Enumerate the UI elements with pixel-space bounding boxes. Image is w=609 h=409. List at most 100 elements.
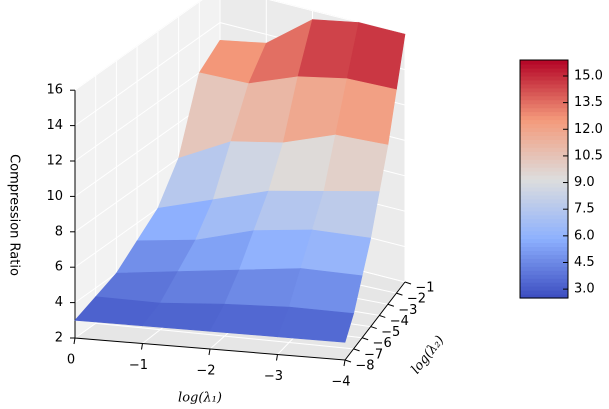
grid-line xyxy=(95,75,354,350)
y-axis-label: log(λ₂) xyxy=(409,333,448,377)
colorbar-segment xyxy=(520,182,568,188)
colorbar-segment xyxy=(520,60,568,65)
colorbar-segment xyxy=(520,91,568,97)
axis-line xyxy=(74,90,406,361)
colorbar-segment xyxy=(520,254,568,259)
x-tick-label: −2 xyxy=(196,364,215,379)
colorbar-segment xyxy=(520,99,568,105)
grid-line xyxy=(74,0,406,91)
y-tick-label: −4 xyxy=(390,314,409,329)
colorbar-segment xyxy=(520,258,568,263)
colorbar-segment xyxy=(520,274,568,279)
colorbar-segment xyxy=(520,226,568,232)
y-tick xyxy=(387,303,395,307)
colorbar-segment xyxy=(520,214,568,220)
colorbar-segment xyxy=(520,242,568,248)
x-tick-label: −1 xyxy=(129,358,148,373)
colorbar-segment xyxy=(520,266,568,271)
colorbar-segment xyxy=(520,290,568,295)
colorbar-segment xyxy=(520,286,568,291)
colorbar-segment xyxy=(520,131,568,136)
colorbar-frame xyxy=(519,59,569,299)
colorbar-segment xyxy=(520,147,568,152)
y-tick xyxy=(370,326,377,330)
colorbar-segment xyxy=(520,222,568,228)
x-tick-label: −3 xyxy=(264,369,283,384)
colorbar-segment xyxy=(520,151,568,156)
surface-face xyxy=(288,268,363,314)
colorbar-segment xyxy=(520,63,568,69)
colorbar-segment xyxy=(520,135,568,140)
y-tick-label: −1 xyxy=(415,281,434,296)
colorbar-segment xyxy=(520,198,568,204)
x-tick xyxy=(276,354,278,361)
z-tick-label: 6 xyxy=(55,260,63,275)
y-tick-label: −3 xyxy=(398,303,417,318)
colorbar-tick-label: 12.0 xyxy=(574,122,603,137)
surface-face xyxy=(300,229,372,277)
z-tick-label: 12 xyxy=(46,154,63,169)
colorbar-segment xyxy=(520,95,568,101)
colorbar-segment xyxy=(520,179,568,184)
colorbar-segment xyxy=(520,139,568,144)
surface-face xyxy=(323,134,389,192)
colorbar-segment xyxy=(520,190,568,196)
z-tick-label: 14 xyxy=(46,118,63,133)
colorbar-tick-label: 3.0 xyxy=(574,282,595,297)
y-tick-label: −2 xyxy=(407,292,426,307)
x-axis-label: log(λ₁) xyxy=(178,391,222,406)
x-tick xyxy=(208,348,211,356)
colorbar-segment xyxy=(520,127,568,132)
x-tick xyxy=(343,359,346,367)
colorbar-tick-label: 6.0 xyxy=(574,228,595,243)
y-tick-label: −7 xyxy=(364,347,383,362)
colorbar-segment xyxy=(520,171,568,176)
y-tick xyxy=(379,314,386,318)
colorbar-segment xyxy=(520,163,568,168)
colorbar-tick-label: 15.0 xyxy=(574,68,603,83)
y-tick xyxy=(396,292,403,296)
colorbar-segment xyxy=(520,123,568,129)
z-tick-label: 8 xyxy=(55,224,63,239)
x-tick-label: 0 xyxy=(67,353,75,368)
colorbar-segment xyxy=(520,250,568,255)
y-tick-label: −6 xyxy=(373,336,392,351)
colorbar-tick-label: 7.5 xyxy=(574,202,595,217)
colorbar-segment xyxy=(520,67,568,73)
z-tick-label: 4 xyxy=(55,295,63,310)
z-tick-label: 10 xyxy=(46,189,63,204)
colorbar-segment xyxy=(520,238,568,244)
z-tick-label: 2 xyxy=(55,331,63,346)
colorbar-segment xyxy=(520,155,568,160)
x-tick-label: −4 xyxy=(331,375,350,390)
colorbar-segment xyxy=(520,194,568,200)
z-tick-label: 16 xyxy=(46,83,63,98)
colorbar-segment xyxy=(520,270,568,275)
colorbar-segment xyxy=(520,246,568,251)
y-tick xyxy=(344,359,352,363)
colorbar-segment xyxy=(520,282,568,287)
colorbar-segment xyxy=(520,218,568,224)
colorbar-tick-label: 10.5 xyxy=(574,148,603,163)
colorbar-segment xyxy=(520,103,568,109)
colorbar-segment xyxy=(520,159,568,164)
surface-face xyxy=(209,303,290,338)
colorbar-segment xyxy=(520,186,568,192)
colorbar-segment xyxy=(520,167,568,172)
colorbar-tick-label: 13.5 xyxy=(574,95,603,110)
colorbar-tick-label: 4.5 xyxy=(574,255,595,270)
z-axis-label: Compression Ratio xyxy=(7,154,22,276)
colorbar-segment xyxy=(520,210,568,216)
colorbar-segment xyxy=(520,71,568,77)
y-tick-label: −5 xyxy=(381,325,400,340)
colorbar-segment xyxy=(520,83,568,89)
y-tick xyxy=(353,348,360,352)
colorbar-segment xyxy=(520,230,568,236)
colorbar-segment xyxy=(520,262,568,267)
colorbar-segment xyxy=(520,87,568,93)
colorbar-segment xyxy=(520,79,568,85)
y-tick xyxy=(361,337,369,341)
colorbar-segment xyxy=(520,115,568,121)
colorbar-segment xyxy=(520,119,568,125)
colorbar-segment xyxy=(520,107,568,113)
